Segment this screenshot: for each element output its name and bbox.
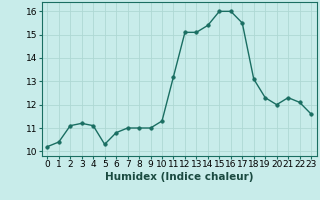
X-axis label: Humidex (Indice chaleur): Humidex (Indice chaleur) bbox=[105, 172, 253, 182]
